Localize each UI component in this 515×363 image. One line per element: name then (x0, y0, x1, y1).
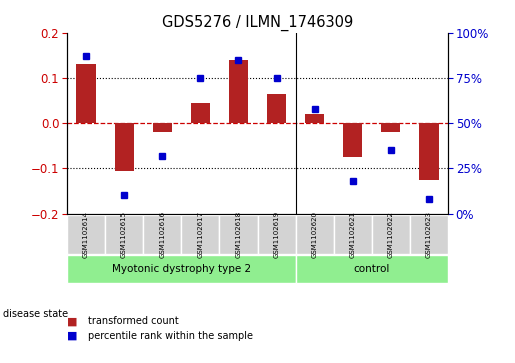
Bar (372, 215, 410, 254)
Bar (305, 114, 324, 123)
Bar (153, 123, 172, 132)
Bar (296, 215, 334, 254)
Bar (67, 215, 105, 254)
Text: GSM1102618: GSM1102618 (235, 211, 242, 258)
Text: GSM1102614: GSM1102614 (83, 211, 89, 258)
Bar (191, 103, 210, 123)
Bar (105, 215, 143, 254)
Text: GSM1102619: GSM1102619 (273, 211, 280, 258)
Bar (258, 215, 296, 254)
Text: GSM1102620: GSM1102620 (312, 211, 318, 258)
Text: GSM1102615: GSM1102615 (121, 211, 127, 258)
Bar (67, 255, 296, 283)
Text: GSM1102616: GSM1102616 (159, 211, 165, 258)
Text: GSM1102621: GSM1102621 (350, 211, 356, 258)
Title: GDS5276 / ILMN_1746309: GDS5276 / ILMN_1746309 (162, 15, 353, 31)
Bar (410, 215, 448, 254)
Bar (181, 215, 219, 254)
Text: percentile rank within the sample: percentile rank within the sample (88, 331, 252, 341)
Text: control: control (354, 264, 390, 274)
Bar (344, 123, 363, 157)
Text: ■: ■ (67, 316, 77, 326)
Bar (267, 94, 286, 123)
Text: transformed count: transformed count (88, 316, 178, 326)
Text: ■: ■ (67, 331, 77, 341)
Bar (334, 215, 372, 254)
Bar (296, 255, 448, 283)
Bar (143, 215, 181, 254)
Text: disease state: disease state (3, 309, 67, 319)
Bar (419, 123, 439, 180)
Bar (229, 60, 248, 123)
Bar (382, 123, 401, 132)
Text: Myotonic dystrophy type 2: Myotonic dystrophy type 2 (112, 264, 251, 274)
Bar (219, 215, 258, 254)
Text: GSM1102623: GSM1102623 (426, 211, 432, 258)
Bar (76, 64, 96, 123)
Bar (114, 123, 134, 171)
Text: GSM1102622: GSM1102622 (388, 211, 394, 258)
Text: GSM1102617: GSM1102617 (197, 211, 203, 258)
